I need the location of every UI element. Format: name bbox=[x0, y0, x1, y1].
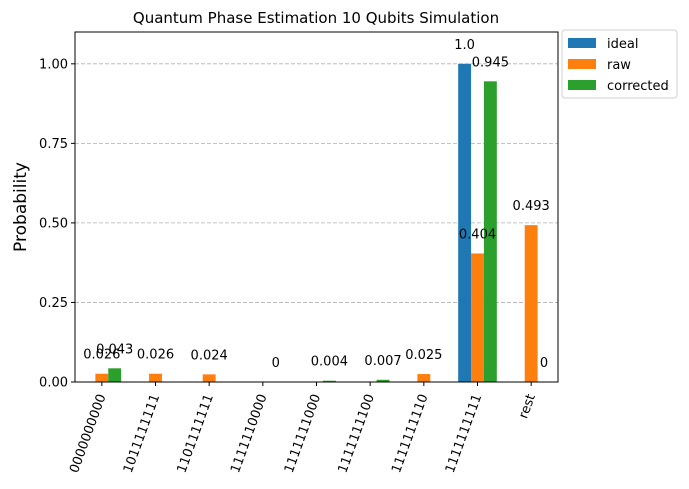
bar-corrected bbox=[322, 380, 336, 382]
data-label: 0 bbox=[272, 356, 280, 371]
data-label: 0.004 bbox=[311, 355, 348, 370]
data-label: 0.043 bbox=[96, 342, 133, 357]
x-tick-label: 1111111000 bbox=[282, 392, 324, 475]
y-tick-label: 1.00 bbox=[39, 57, 68, 72]
y-tick-label: 0.50 bbox=[39, 216, 68, 231]
bar-raw bbox=[149, 373, 162, 382]
data-label: 0.945 bbox=[472, 55, 509, 70]
bar-corrected bbox=[483, 81, 497, 383]
x-tick-label: 1111111110 bbox=[389, 392, 431, 475]
bar-raw bbox=[471, 253, 484, 382]
data-label: 0.404 bbox=[459, 227, 496, 242]
bar-corrected bbox=[376, 379, 390, 382]
y-tick-label: 0.25 bbox=[39, 296, 68, 311]
chart-title: Quantum Phase Estimation 10 Qubits Simul… bbox=[133, 9, 499, 27]
data-label: 0 bbox=[540, 356, 548, 371]
legend-swatch bbox=[568, 38, 596, 48]
legend-label: corrected bbox=[607, 79, 669, 94]
y-tick-label: 0.00 bbox=[39, 376, 68, 391]
x-tick-label: rest bbox=[516, 392, 539, 421]
data-label: 0.007 bbox=[364, 354, 401, 369]
legend-swatch bbox=[568, 59, 596, 69]
data-label: 1.0 bbox=[454, 38, 475, 53]
x-tick-label: 0000000000 bbox=[67, 392, 109, 475]
x-axis-ticks: 0000000000 1011111111 1101111111 1111110000… bbox=[67, 382, 539, 475]
data-labels: 1.0 0.026 0.026 0.024 0.025 0.404 0.493 0.043 0 0… bbox=[83, 38, 550, 371]
y-tick-label: 0.75 bbox=[39, 137, 68, 152]
bar-raw bbox=[202, 374, 216, 382]
data-label: 0.026 bbox=[83, 348, 120, 363]
bars bbox=[95, 63, 538, 383]
x-tick-label: 1111110000 bbox=[228, 392, 270, 475]
bar-corrected bbox=[108, 368, 122, 382]
x-tick-label: 1111111111 bbox=[443, 392, 485, 475]
y-axis-ticks: 0.00 0.25 0.50 0.75 1.00 bbox=[39, 57, 75, 391]
y-axis-label: Probability bbox=[11, 162, 31, 252]
data-label: 0.025 bbox=[405, 348, 442, 363]
legend: ideal raw corrected bbox=[561, 29, 678, 99]
data-label: 0.024 bbox=[191, 348, 228, 363]
x-tick-label: 1111111100 bbox=[336, 392, 378, 475]
x-tick-label: 1011111111 bbox=[121, 392, 163, 475]
x-tick-label: 1101111111 bbox=[175, 392, 217, 475]
legend-label: raw bbox=[607, 58, 631, 73]
bar-raw bbox=[95, 373, 109, 382]
legend-label: ideal bbox=[607, 37, 638, 52]
legend-swatch bbox=[568, 80, 596, 90]
data-label: 0.026 bbox=[137, 348, 174, 363]
bar-raw bbox=[524, 225, 538, 382]
bar-raw bbox=[417, 374, 431, 382]
data-label: 0.493 bbox=[513, 199, 550, 214]
bar-ideal bbox=[458, 63, 472, 383]
